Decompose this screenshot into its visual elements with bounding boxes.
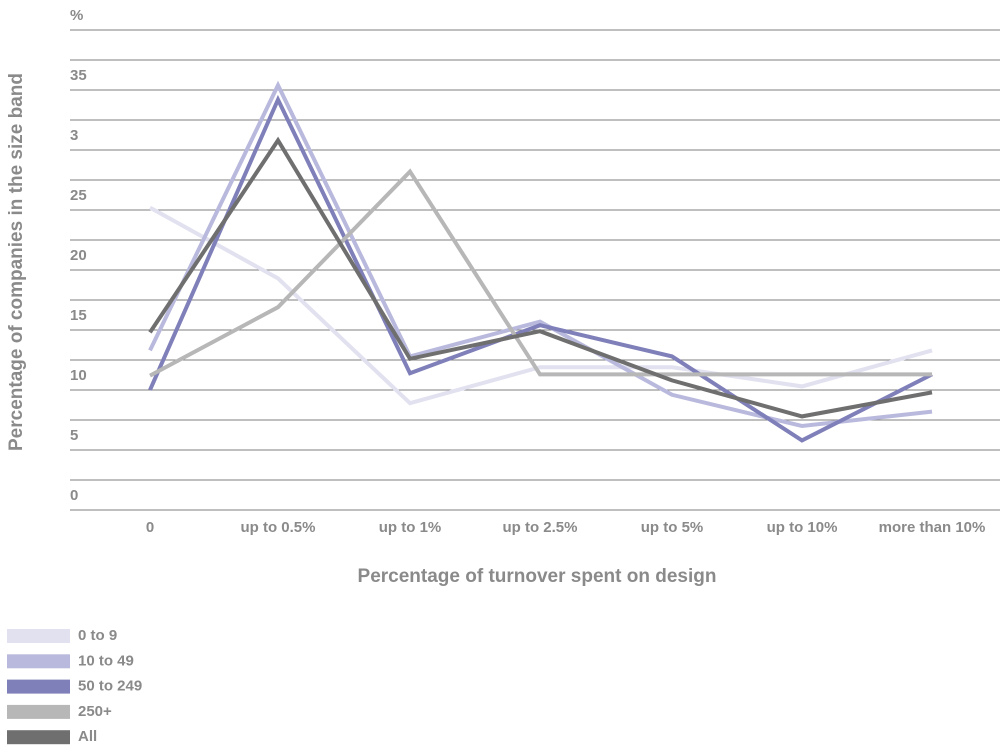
x-tick-label: 0: [146, 519, 154, 536]
y-tick-label: 35: [70, 67, 87, 84]
series-line: [148, 80, 933, 429]
y-tick-label: 15: [70, 307, 87, 324]
series-line: [149, 205, 933, 406]
legend-swatch: [7, 730, 70, 745]
y-tick-label: 20: [70, 247, 87, 264]
series-line: [149, 168, 932, 378]
legend-label: All: [78, 728, 97, 745]
legend-swatch: [7, 629, 70, 643]
x-tick-label: up to 10%: [767, 519, 838, 536]
x-tick-label: up to 5%: [641, 519, 704, 536]
y-axis-title: Percentage of companies in the size band: [6, 73, 27, 451]
legend-swatch: [7, 654, 70, 669]
x-tick-label: more than 10%: [879, 519, 986, 536]
legend-label: 50 to 249: [78, 678, 142, 695]
x-tick-label: up to 2.5%: [502, 519, 577, 536]
series-line: [148, 136, 933, 419]
y-tick-label: 5: [70, 427, 78, 444]
series-line: [148, 94, 933, 443]
x-axis-title: Percentage of turnover spent on design: [358, 566, 717, 587]
y-tick-label: 10: [70, 367, 87, 384]
y-tick-label: 3: [70, 127, 78, 144]
x-tick-label: up to 1%: [379, 519, 442, 536]
y-tick-label: 25: [70, 187, 87, 204]
x-tick-label: up to 0.5%: [240, 519, 315, 536]
legend-label: 0 to 9: [78, 627, 117, 644]
y-tick-label: 0: [70, 487, 78, 504]
legend-swatch: [7, 704, 70, 719]
y-tick-label: %: [70, 7, 83, 24]
legend-swatch: [7, 679, 70, 694]
legend-label: 10 to 49: [78, 652, 134, 669]
legend-label: 250+: [78, 703, 112, 720]
